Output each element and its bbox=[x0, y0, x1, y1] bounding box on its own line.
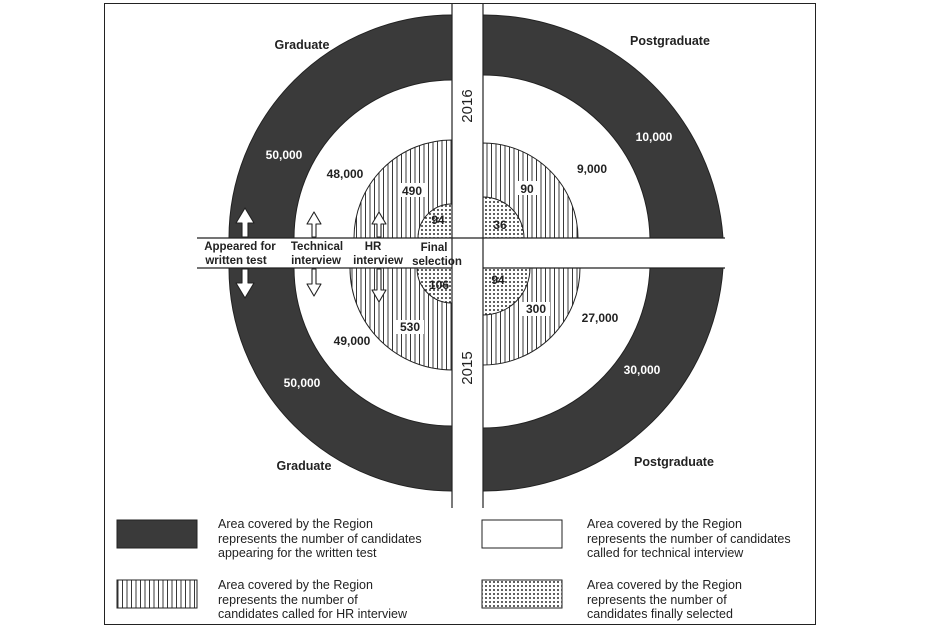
value-postgraduate-2015-technical: 27,000 bbox=[582, 311, 619, 325]
final-sector-graduate-2015 bbox=[416, 267, 453, 304]
stage-technical-line1: Technical bbox=[291, 241, 343, 253]
value-postgraduate-2016-technical: 9,000 bbox=[577, 162, 607, 176]
value-postgraduate-2016-hr: 90 bbox=[520, 182, 534, 196]
final-selection-sectors bbox=[416, 196, 531, 316]
legend-swatch-vertical-lines bbox=[116, 579, 198, 609]
value-graduate-2015-final: 106 bbox=[429, 278, 449, 292]
legend-line: represents the number of bbox=[587, 592, 727, 607]
value-graduate-2015-hr: 530 bbox=[400, 320, 420, 334]
legend-swatches bbox=[116, 519, 563, 609]
legend-text-technical-interview: Area covered by the Region represents th… bbox=[587, 517, 791, 561]
legend-swatch-solid bbox=[116, 519, 198, 549]
written-test-arrow-up bbox=[235, 207, 255, 238]
legend-line: appearing for the written test bbox=[218, 546, 377, 560]
stage-technical-line2: interview bbox=[291, 255, 341, 267]
hr-value-labels: 490 90 530 300 bbox=[396, 181, 550, 334]
value-postgraduate-2015-written: 30,000 bbox=[624, 363, 661, 377]
stage-written-test-line2: written test bbox=[204, 255, 267, 267]
title-postgraduate-2015: Postgraduate bbox=[634, 455, 714, 469]
legend-line: called for technical interview bbox=[587, 546, 744, 560]
legend-text-hr-interview: Area covered by the Region represents th… bbox=[218, 578, 407, 622]
axes bbox=[197, 3, 725, 508]
legend-line: candidates finally selected bbox=[587, 607, 733, 621]
value-graduate-2016-technical: 48,000 bbox=[327, 167, 364, 181]
value-graduate-2015-technical: 49,000 bbox=[334, 334, 371, 348]
title-graduate-2016: Graduate bbox=[275, 38, 330, 52]
written-test-rings bbox=[228, 14, 724, 492]
stage-final-line1: Final bbox=[421, 242, 448, 254]
value-postgraduate-2016-written: 10,000 bbox=[636, 130, 673, 144]
legend-line: Area covered by the Region bbox=[587, 578, 742, 592]
value-postgraduate-2016-final: 36 bbox=[493, 218, 507, 232]
written-test-arrow-down bbox=[235, 268, 255, 299]
stage-written-test-line1: Appeared for bbox=[204, 241, 276, 253]
title-graduate-2015: Graduate bbox=[277, 459, 332, 473]
stage-hr-line1: HR bbox=[365, 241, 382, 253]
value-postgraduate-2015-final: 94 bbox=[491, 273, 505, 287]
legend-line: candidates called for HR interview bbox=[218, 607, 407, 621]
technical-arrow-up bbox=[306, 211, 322, 238]
legend-text-written-test: Area covered by the Region represents th… bbox=[218, 517, 422, 561]
stage-hr-line2: interview bbox=[353, 255, 403, 267]
value-graduate-2016-hr: 490 bbox=[402, 184, 422, 198]
stage-final-line2: selection bbox=[412, 256, 462, 268]
hr-arrow-down bbox=[371, 268, 387, 303]
legend-text-final-selection: Area covered by the Region represents th… bbox=[587, 578, 742, 622]
year-label-2016: 2016 bbox=[459, 89, 476, 122]
legend-swatch-dots bbox=[481, 579, 563, 609]
title-postgraduate-2016: Postgraduate bbox=[630, 34, 710, 48]
legend-line: represents the number of candidates bbox=[218, 531, 422, 546]
final-sector-postgraduate-2015 bbox=[482, 267, 531, 316]
ring-graduate-2015 bbox=[228, 267, 453, 492]
legend-swatch-blank bbox=[481, 519, 563, 549]
stage-labels: Appeared for written test Technical inte… bbox=[204, 241, 462, 268]
final-sector-postgraduate-2016 bbox=[482, 196, 525, 239]
legend-line: Area covered by the Region bbox=[218, 578, 373, 592]
ring-graduate-2016 bbox=[228, 14, 453, 239]
hr-arrow-up bbox=[371, 211, 387, 238]
value-postgraduate-2015-hr: 300 bbox=[526, 302, 546, 316]
value-graduate-2015-written: 50,000 bbox=[284, 376, 321, 390]
legend-line: represents the number of candidates bbox=[587, 531, 791, 546]
legend-line: Area covered by the Region bbox=[587, 517, 742, 531]
technical-arrow-down bbox=[306, 268, 322, 297]
stage-arrows bbox=[235, 207, 387, 303]
value-graduate-2016-written: 50,000 bbox=[266, 148, 303, 162]
year-label-2015: 2015 bbox=[459, 351, 476, 384]
value-graduate-2016-final: 94 bbox=[431, 213, 445, 227]
final-sector-graduate-2016 bbox=[417, 203, 453, 239]
legend-line: Area covered by the Region bbox=[218, 517, 373, 531]
legend-line: represents the number of bbox=[218, 592, 358, 607]
figure-frame bbox=[104, 3, 816, 625]
